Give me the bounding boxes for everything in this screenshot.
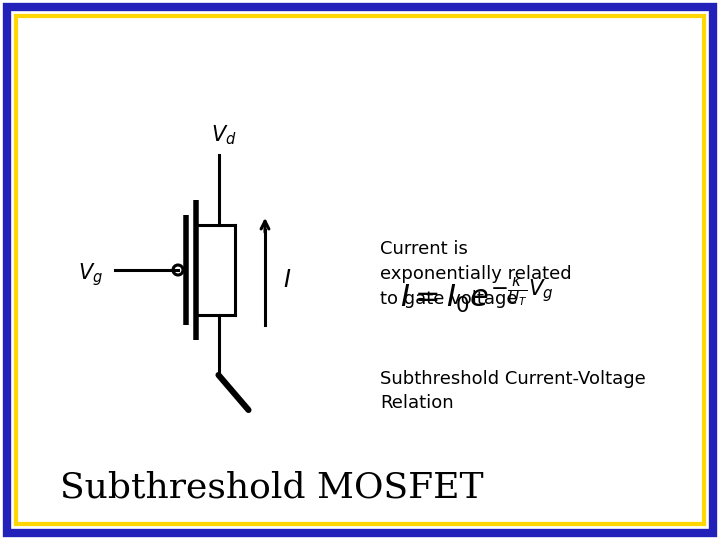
Text: $V_d$: $V_d$ (211, 123, 236, 147)
Text: Subthreshold MOSFET: Subthreshold MOSFET (60, 471, 484, 505)
Text: Current is
exponentially related
to gate voltage: Current is exponentially related to gate… (380, 240, 572, 308)
Text: Subthreshold Current-Voltage
Relation: Subthreshold Current-Voltage Relation (380, 370, 646, 411)
Text: $\mathit{I}$: $\mathit{I}$ (283, 268, 291, 292)
Text: $I = I_0 e^{-\frac{\kappa}{U_T} V_g}$: $I = I_0 e^{-\frac{\kappa}{U_T} V_g}$ (400, 275, 554, 315)
Text: $V_g$: $V_g$ (78, 261, 102, 288)
